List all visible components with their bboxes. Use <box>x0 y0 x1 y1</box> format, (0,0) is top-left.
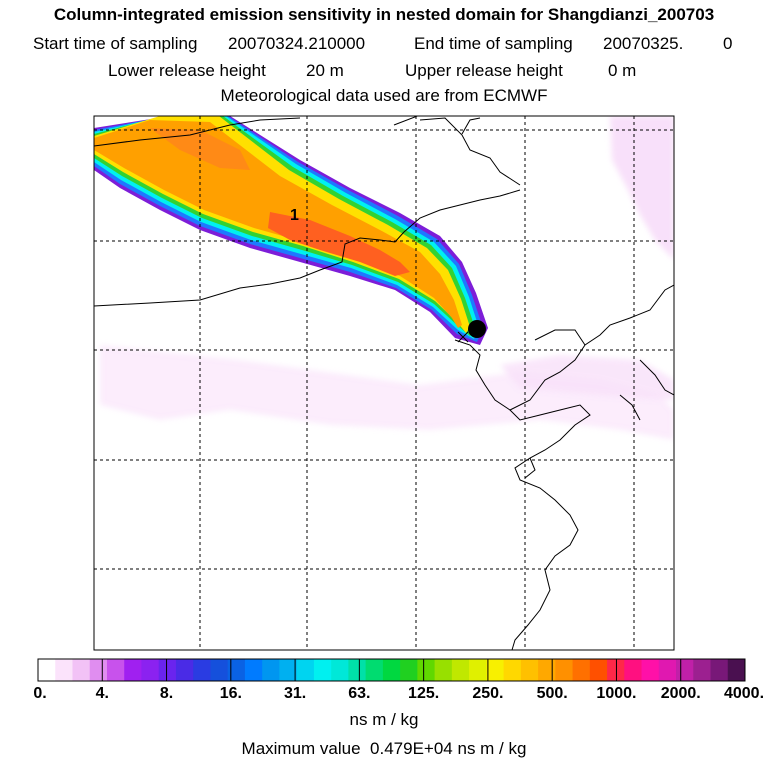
colorbar-cell <box>417 659 436 681</box>
plot-title: Column-integrated emission sensitivity i… <box>53 5 715 24</box>
colorbar-tick-label: 1000. <box>596 685 637 702</box>
colorbar-cell <box>520 659 539 681</box>
coastlines <box>94 116 674 650</box>
meteo-source: Meteorological data used are from ECMWF <box>220 86 548 105</box>
colorbar-tick-label: 500. <box>536 685 568 702</box>
colorbar-cell <box>72 659 91 681</box>
colorbar-cell <box>158 659 177 681</box>
max-unit: ns m / kg <box>457 739 527 758</box>
colorbar-cell <box>727 659 746 681</box>
low-sensitivity-haze <box>100 116 674 440</box>
colorbar-cell <box>262 659 280 681</box>
colorbar-cell <box>313 659 332 681</box>
colorbar-cell <box>658 659 677 681</box>
colorbar-cell <box>451 659 470 681</box>
colorbar-cell <box>55 659 73 681</box>
colorbar-cell <box>434 659 453 681</box>
upper-height-label: Upper release height <box>405 61 563 80</box>
colorbar <box>37 659 746 681</box>
colorbar-unit: ns m / kg <box>349 710 419 729</box>
colorbar-cell <box>38 659 56 681</box>
colorbar-tick-label: 4000. <box>723 685 765 702</box>
end-time-suffix: 0 <box>723 34 733 53</box>
colorbar-tick-label: 0. <box>33 685 47 702</box>
colorbar-cell <box>589 659 608 681</box>
colorbar-cell <box>503 659 522 681</box>
colorbar-cell <box>538 659 556 681</box>
graticule <box>94 116 674 650</box>
colorbar-frame <box>37 658 746 682</box>
colorbar-cell <box>469 659 487 681</box>
colorbar-cell <box>244 659 263 681</box>
start-time-label: Start time of sampling <box>33 34 198 53</box>
end-time-value: 20070325. <box>603 34 684 53</box>
colorbar-cell <box>710 659 729 681</box>
colorbar-cell <box>641 659 660 681</box>
lower-height-label: Lower release height <box>108 61 266 80</box>
plume-label: 1 <box>290 207 299 224</box>
plume-band-red-core <box>268 212 410 276</box>
colorbar-cell <box>365 659 384 681</box>
colorbar-cell <box>124 659 142 681</box>
colorbar-cell <box>175 659 194 681</box>
colorbar-tick-label: 8. <box>159 685 174 702</box>
colorbar-tick-label: 2000. <box>660 685 701 702</box>
colorbar-cell <box>331 659 349 681</box>
colorbar-cell <box>555 659 574 681</box>
colorbar-tick-label: 250. <box>472 685 504 702</box>
colorbar-cell <box>624 659 643 681</box>
colorbar-cell <box>572 659 591 681</box>
lower-height-value: 20 m <box>306 61 344 80</box>
maximum-value: Maximum value 0.479E+04 ns m / kg <box>0 739 768 759</box>
colorbar-tick-label: 4. <box>95 685 109 702</box>
colorbar-cell <box>382 659 401 681</box>
colorbar-cell <box>400 659 418 681</box>
plume <box>94 116 488 345</box>
colorbar-cell <box>279 659 298 681</box>
receptor-cross <box>457 331 469 343</box>
colorbar-cell <box>486 659 505 681</box>
colorbar-cell <box>676 659 694 681</box>
end-time-label: End time of sampling <box>414 34 573 53</box>
colorbar-tick-label: 16. <box>219 685 242 702</box>
colorbar-cell <box>141 659 160 681</box>
colorbar-cell <box>106 659 125 681</box>
colorbar-cell <box>227 659 246 681</box>
colorbar-tick-label: 63. <box>348 685 371 702</box>
colorbar-cell <box>348 659 367 681</box>
colorbar-cell <box>296 659 315 681</box>
receptor-marker <box>468 320 486 338</box>
colorbar-cell <box>693 659 712 681</box>
map-frame <box>93 115 675 651</box>
colorbar-cell <box>89 659 108 681</box>
upper-height-value: 0 m <box>608 61 637 80</box>
colorbar-cell <box>607 659 625 681</box>
colorbar-cell <box>193 659 211 681</box>
colorbar-tick-label: 125. <box>408 685 440 702</box>
colorbar-cell <box>210 659 229 681</box>
max-label: Maximum value <box>241 739 361 758</box>
max-number: 0.479E+04 <box>370 739 453 758</box>
start-time-value: 20070324.210000 <box>228 34 366 53</box>
colorbar-tick-label: 31. <box>283 685 307 702</box>
